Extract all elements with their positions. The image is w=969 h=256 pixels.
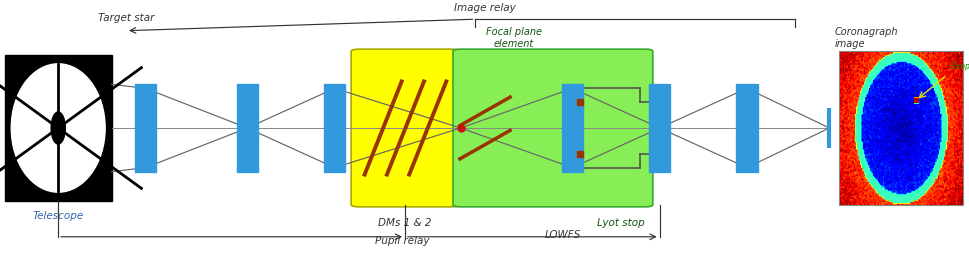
Ellipse shape	[51, 112, 65, 144]
Polygon shape	[135, 84, 156, 172]
Text: Lyot stop: Lyot stop	[596, 218, 644, 228]
Polygon shape	[236, 84, 258, 172]
Text: Image relay: Image relay	[453, 3, 516, 13]
Bar	[838, 51, 962, 205]
Text: Telescope: Telescope	[33, 211, 83, 221]
Polygon shape	[735, 84, 757, 172]
Ellipse shape	[12, 64, 105, 192]
Polygon shape	[648, 84, 670, 172]
Text: Coronagraph
image: Coronagraph image	[833, 27, 896, 49]
Text: Focal plane
element: Focal plane element	[485, 27, 542, 49]
FancyBboxPatch shape	[351, 49, 458, 207]
Text: Pupil relay: Pupil relay	[375, 236, 429, 246]
Polygon shape	[324, 84, 345, 172]
Text: DMs 1 & 2: DMs 1 & 2	[378, 218, 431, 228]
Text: Exoplanet 1: Exoplanet 1	[950, 62, 969, 71]
Text: Target star: Target star	[98, 13, 154, 23]
Text: LOWFS: LOWFS	[544, 230, 580, 240]
FancyBboxPatch shape	[453, 49, 652, 207]
Polygon shape	[561, 84, 582, 172]
Bar	[5, 55, 111, 201]
